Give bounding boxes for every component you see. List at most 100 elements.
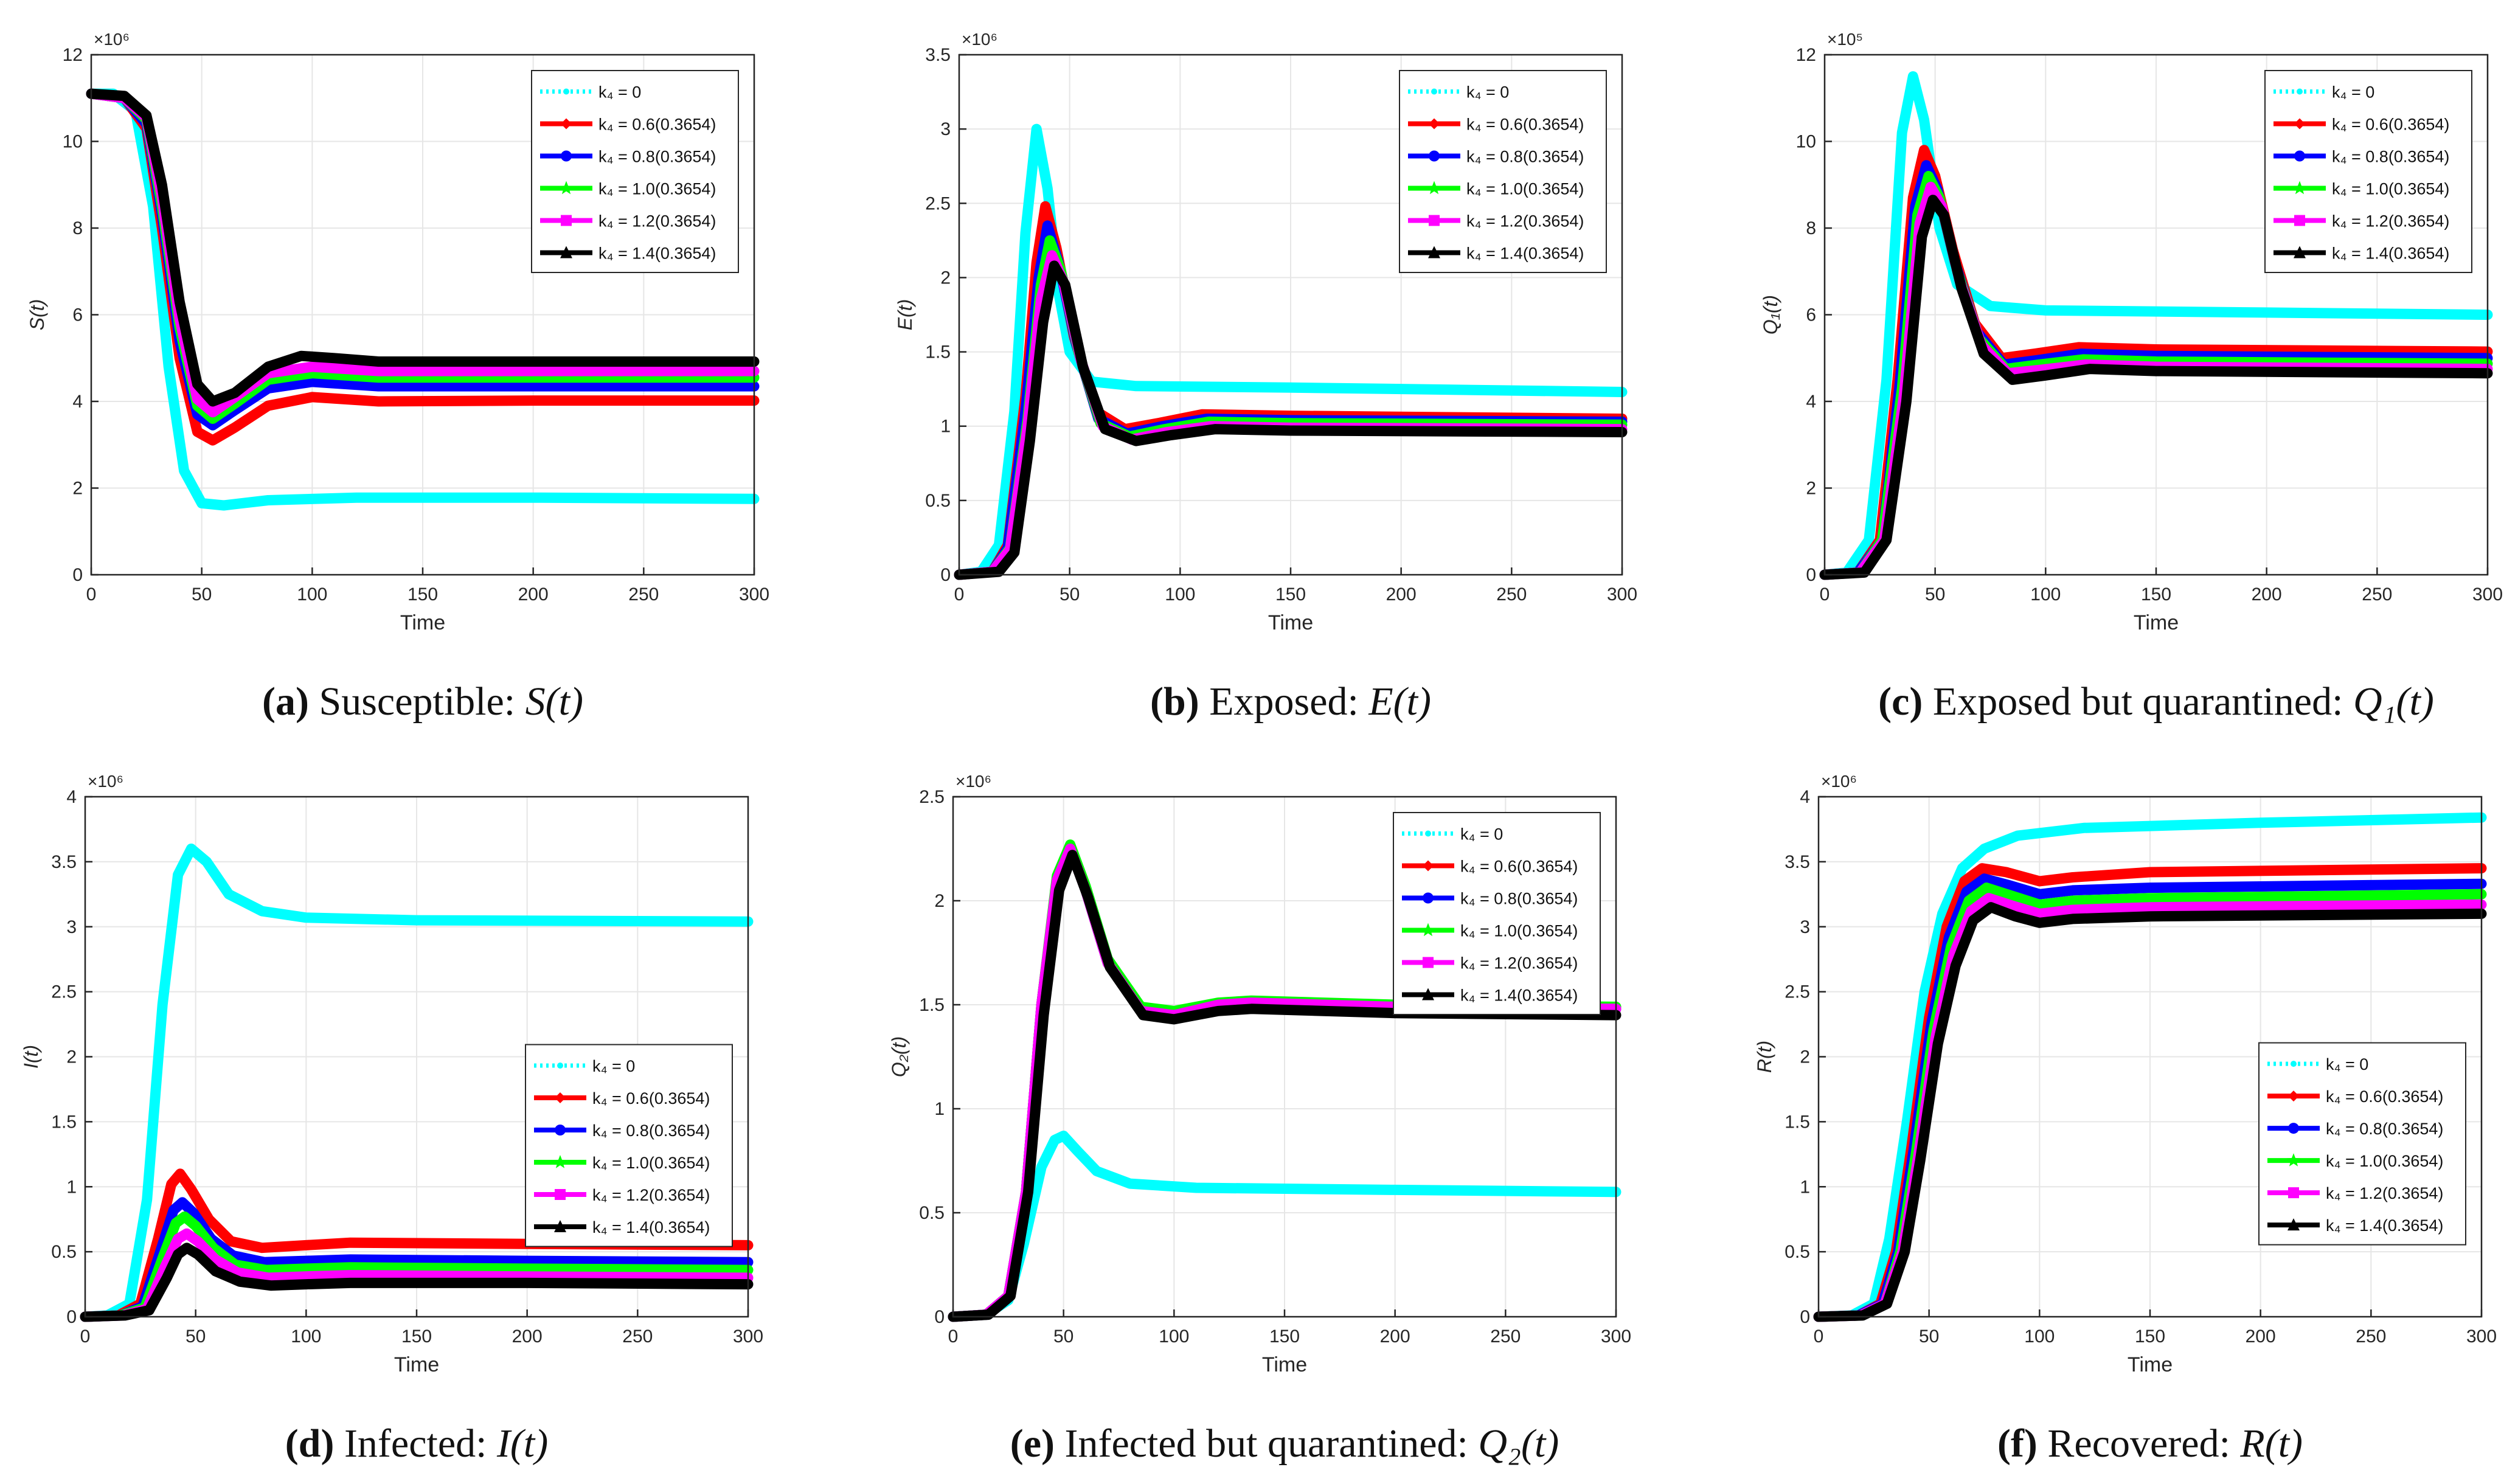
y-tick-label: 1.5 <box>919 995 945 1015</box>
x-tick-label: 300 <box>1607 584 1637 605</box>
y-axis-label: E(t) <box>894 299 916 331</box>
legend-label: k₄ = 1.4(0.3654) <box>1460 986 1578 1005</box>
y-tick-label: 1 <box>66 1177 77 1197</box>
series-line <box>954 123 1628 580</box>
legend-label: k₄ = 0.6(0.3654) <box>2326 1087 2443 1106</box>
x-tick-label: 100 <box>297 584 327 605</box>
legend-label: k₄ = 0 <box>2332 83 2374 102</box>
series-line <box>948 850 1621 1322</box>
y-tick-label: 2.5 <box>51 982 77 1002</box>
legend-label: k₄ = 1.4(0.3654) <box>1466 244 1584 263</box>
y-tick-label: 12 <box>1796 45 1816 65</box>
y-tick-label: 6 <box>1806 305 1816 325</box>
axis-exponent-label: ×10⁶ <box>94 30 130 49</box>
legend-marker <box>1428 246 1440 258</box>
legend-box <box>531 70 739 273</box>
x-axis-label: Time <box>394 1353 439 1376</box>
legend: k₄ = 0 k₄ = 0.6(0.3654) k₄ = 0.8(0.3654) k₄… <box>2258 1042 2466 1246</box>
x-tick-label: 200 <box>1386 584 1417 605</box>
legend-label: k₄ = 0.8(0.3654) <box>1460 890 1578 908</box>
y-tick-label: 2 <box>1806 479 1816 499</box>
axis-exponent-label: ×10⁶ <box>962 30 997 49</box>
x-tick-label: 50 <box>192 584 212 605</box>
legend-label: k₄ = 1.2(0.3654) <box>592 1186 710 1204</box>
panel-caption: (d) Infected: I(t) <box>285 1421 548 1466</box>
legend-marker <box>2288 1187 2299 1199</box>
legend-marker <box>2292 181 2307 195</box>
x-tick-label: 150 <box>2135 1326 2165 1347</box>
legend-label: k₄ = 0 <box>598 83 641 102</box>
y-tick-label: 4 <box>1806 392 1816 412</box>
legend-label: k₄ = 0.8(0.3654) <box>2332 148 2449 166</box>
legend-marker <box>1425 830 1431 837</box>
legend: k₄ = 0 k₄ = 0.6(0.3654) k₄ = 0.8(0.3654) k₄… <box>525 1044 733 1247</box>
x-tick-label: 250 <box>1496 584 1527 605</box>
x-tick-label: 100 <box>1159 1326 1189 1347</box>
legend-marker <box>1429 215 1440 226</box>
y-tick-label: 2 <box>934 891 945 911</box>
y-tick-label: 0 <box>934 1307 945 1327</box>
legend: k₄ = 0 k₄ = 0.6(0.3654) k₄ = 0.8(0.3654) k₄… <box>531 70 739 273</box>
x-tick-label: 150 <box>1275 584 1306 605</box>
legend-label: k₄ = 0 <box>1460 825 1503 844</box>
series-line <box>86 88 760 407</box>
y-tick-label: 1.5 <box>51 1112 77 1132</box>
legend-marker <box>557 1063 563 1069</box>
legend-marker <box>561 118 572 130</box>
caption-text: Exposed but quarantined: <box>1923 679 2353 724</box>
x-tick-label: 100 <box>2024 1326 2055 1347</box>
y-axis-label: R(t) <box>1753 1041 1775 1073</box>
x-axis-label: Time <box>400 611 445 634</box>
y-tick-label: 2.5 <box>925 193 951 213</box>
legend-marker <box>563 88 569 95</box>
series-line <box>1819 71 2493 580</box>
panel-caption: (e) Infected but quarantined: Q₂(t) <box>1010 1421 1559 1466</box>
y-tick-label: 4 <box>1800 787 1810 807</box>
caption-math: I(t) <box>496 1421 548 1466</box>
y-tick-label: 3 <box>1800 917 1810 937</box>
y-tick-label: 0 <box>72 565 83 585</box>
legend-marker <box>559 181 574 195</box>
legend-label: k₄ = 0.6(0.3654) <box>1460 858 1578 876</box>
y-tick-label: 12 <box>63 45 83 65</box>
x-tick-label: 300 <box>733 1326 763 1347</box>
y-axis-label: Q₂(t) <box>888 1036 910 1077</box>
caption-text: Infected: <box>334 1421 497 1466</box>
panel-a: 0 50 100 150 200 250 300 0 2 4 6 8 10 12 ×10⁶ Time S(t) k… <box>26 30 769 724</box>
legend: k₄ = 0 k₄ = 0.6(0.3654) k₄ = 0.8(0.3654) k₄… <box>2264 70 2472 273</box>
x-tick-label: 0 <box>948 1326 959 1347</box>
legend-label: k₄ = 1.4(0.3654) <box>2326 1216 2443 1235</box>
panel-c: 0 50 100 150 200 250 300 0 2 4 6 8 10 12 ×10⁵ Time Q₁(t)… <box>1760 30 2503 724</box>
legend-label: k₄ = 0 <box>592 1057 635 1075</box>
x-tick-label: 250 <box>622 1326 653 1347</box>
x-tick-label: 300 <box>2472 584 2503 605</box>
caption-label: (f) <box>1997 1421 2038 1466</box>
y-tick-label: 3.5 <box>1784 852 1810 872</box>
legend-box <box>1399 70 1607 273</box>
caption-label: (c) <box>1878 679 1923 724</box>
x-tick-label: 300 <box>2466 1326 2497 1347</box>
legend-marker <box>560 246 572 258</box>
legend-marker <box>561 215 572 226</box>
x-tick-label: 50 <box>186 1326 206 1347</box>
axis-exponent-label: ×10⁶ <box>956 772 991 791</box>
y-tick-label: 4 <box>72 392 83 412</box>
caption-label: (a) <box>262 679 309 724</box>
legend-label: k₄ = 1.2(0.3654) <box>1460 954 1578 973</box>
y-tick-label: 3 <box>66 917 77 937</box>
y-tick-label: 2 <box>72 479 83 499</box>
series-line <box>1819 195 2493 580</box>
y-tick-label: 10 <box>63 132 83 152</box>
series-line <box>80 1243 754 1322</box>
legend-marker <box>1429 118 1440 130</box>
legend-label: k₄ = 1.4(0.3654) <box>2332 244 2449 263</box>
panel-caption: (f) Recovered: R(t) <box>1997 1421 2303 1466</box>
x-tick-label: 0 <box>86 584 97 605</box>
legend-box <box>2258 1042 2466 1246</box>
x-tick-label: 200 <box>512 1326 543 1347</box>
y-tick-label: 3 <box>940 119 951 139</box>
legend-marker <box>1429 150 1440 162</box>
panel-caption: (b) Exposed: E(t) <box>1150 679 1431 724</box>
legend-marker <box>1423 860 1434 872</box>
